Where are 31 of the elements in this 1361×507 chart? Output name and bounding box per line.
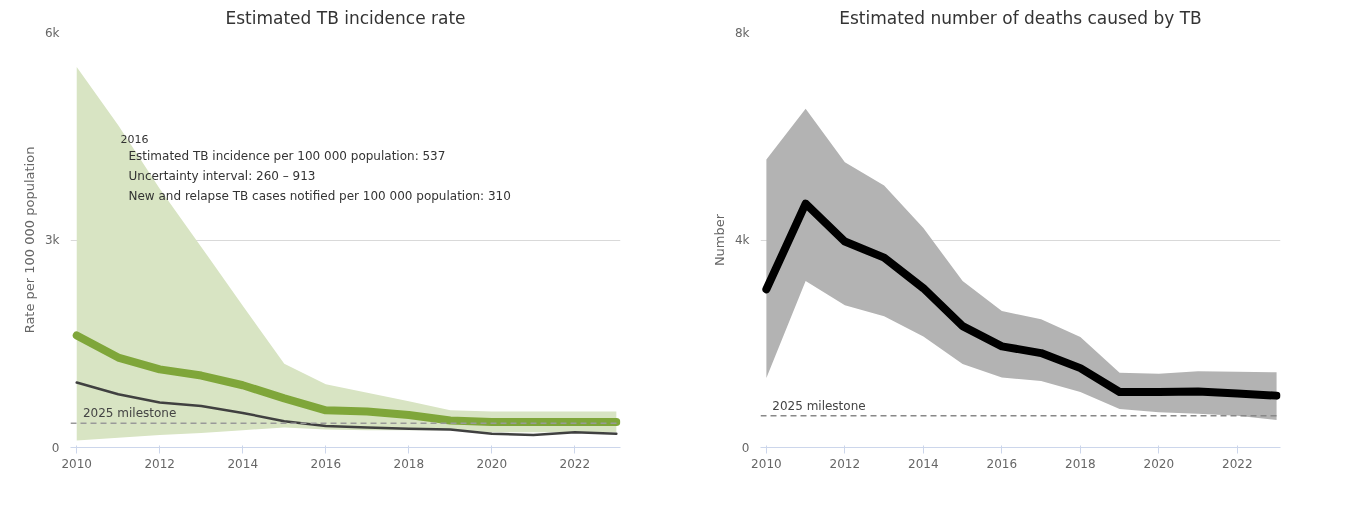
y-tick-label: 4k <box>734 233 750 247</box>
x-tick-label: 2020 <box>1143 456 1175 471</box>
x-tick-label: 2022 <box>1222 456 1253 471</box>
y-axis-title: Rate per 100 000 population <box>21 146 37 334</box>
chart-title: Estimated number of deaths caused by TB <box>839 7 1202 28</box>
x-tick-label: 2012 <box>829 456 861 471</box>
y-tick-label: 0 <box>741 440 750 455</box>
ref-line-label: 2025 milestone <box>82 406 177 421</box>
chart-title: Estimated TB incidence rate <box>225 7 466 28</box>
x-tick-label: 2018 <box>393 456 425 471</box>
y-axis-title: Number <box>711 213 727 267</box>
x-tick-label: 2014 <box>908 456 939 471</box>
line-series <box>75 381 618 437</box>
x-tick-label: 2010 <box>751 456 782 471</box>
annotation: 2016 <box>120 132 149 146</box>
x-tick-label: 2016 <box>310 456 342 471</box>
x-tick-label: 2012 <box>144 456 176 471</box>
x-tick-label: 2018 <box>1065 456 1096 471</box>
y-tick-label: 3k <box>44 233 60 247</box>
y-tick-label: 6k <box>44 25 60 40</box>
y-tick-label: 8k <box>734 25 750 40</box>
annotation: New and relapse TB cases notified per 100 000 population: 310 <box>128 188 511 203</box>
annotation: Uncertainty interval: 260 – 913 <box>128 168 316 183</box>
annotation: Estimated TB incidence per 100 000 population: 537 <box>128 148 446 163</box>
x-tick-label: 2022 <box>559 456 591 471</box>
y-tick-label: 0 <box>51 440 60 455</box>
x-tick-label: 2016 <box>986 456 1018 471</box>
x-tick-label: 2014 <box>227 456 259 471</box>
x-tick-label: 2020 <box>476 456 508 471</box>
x-tick-label: 2010 <box>61 456 92 471</box>
ref-line-label: 2025 milestone <box>772 398 866 413</box>
